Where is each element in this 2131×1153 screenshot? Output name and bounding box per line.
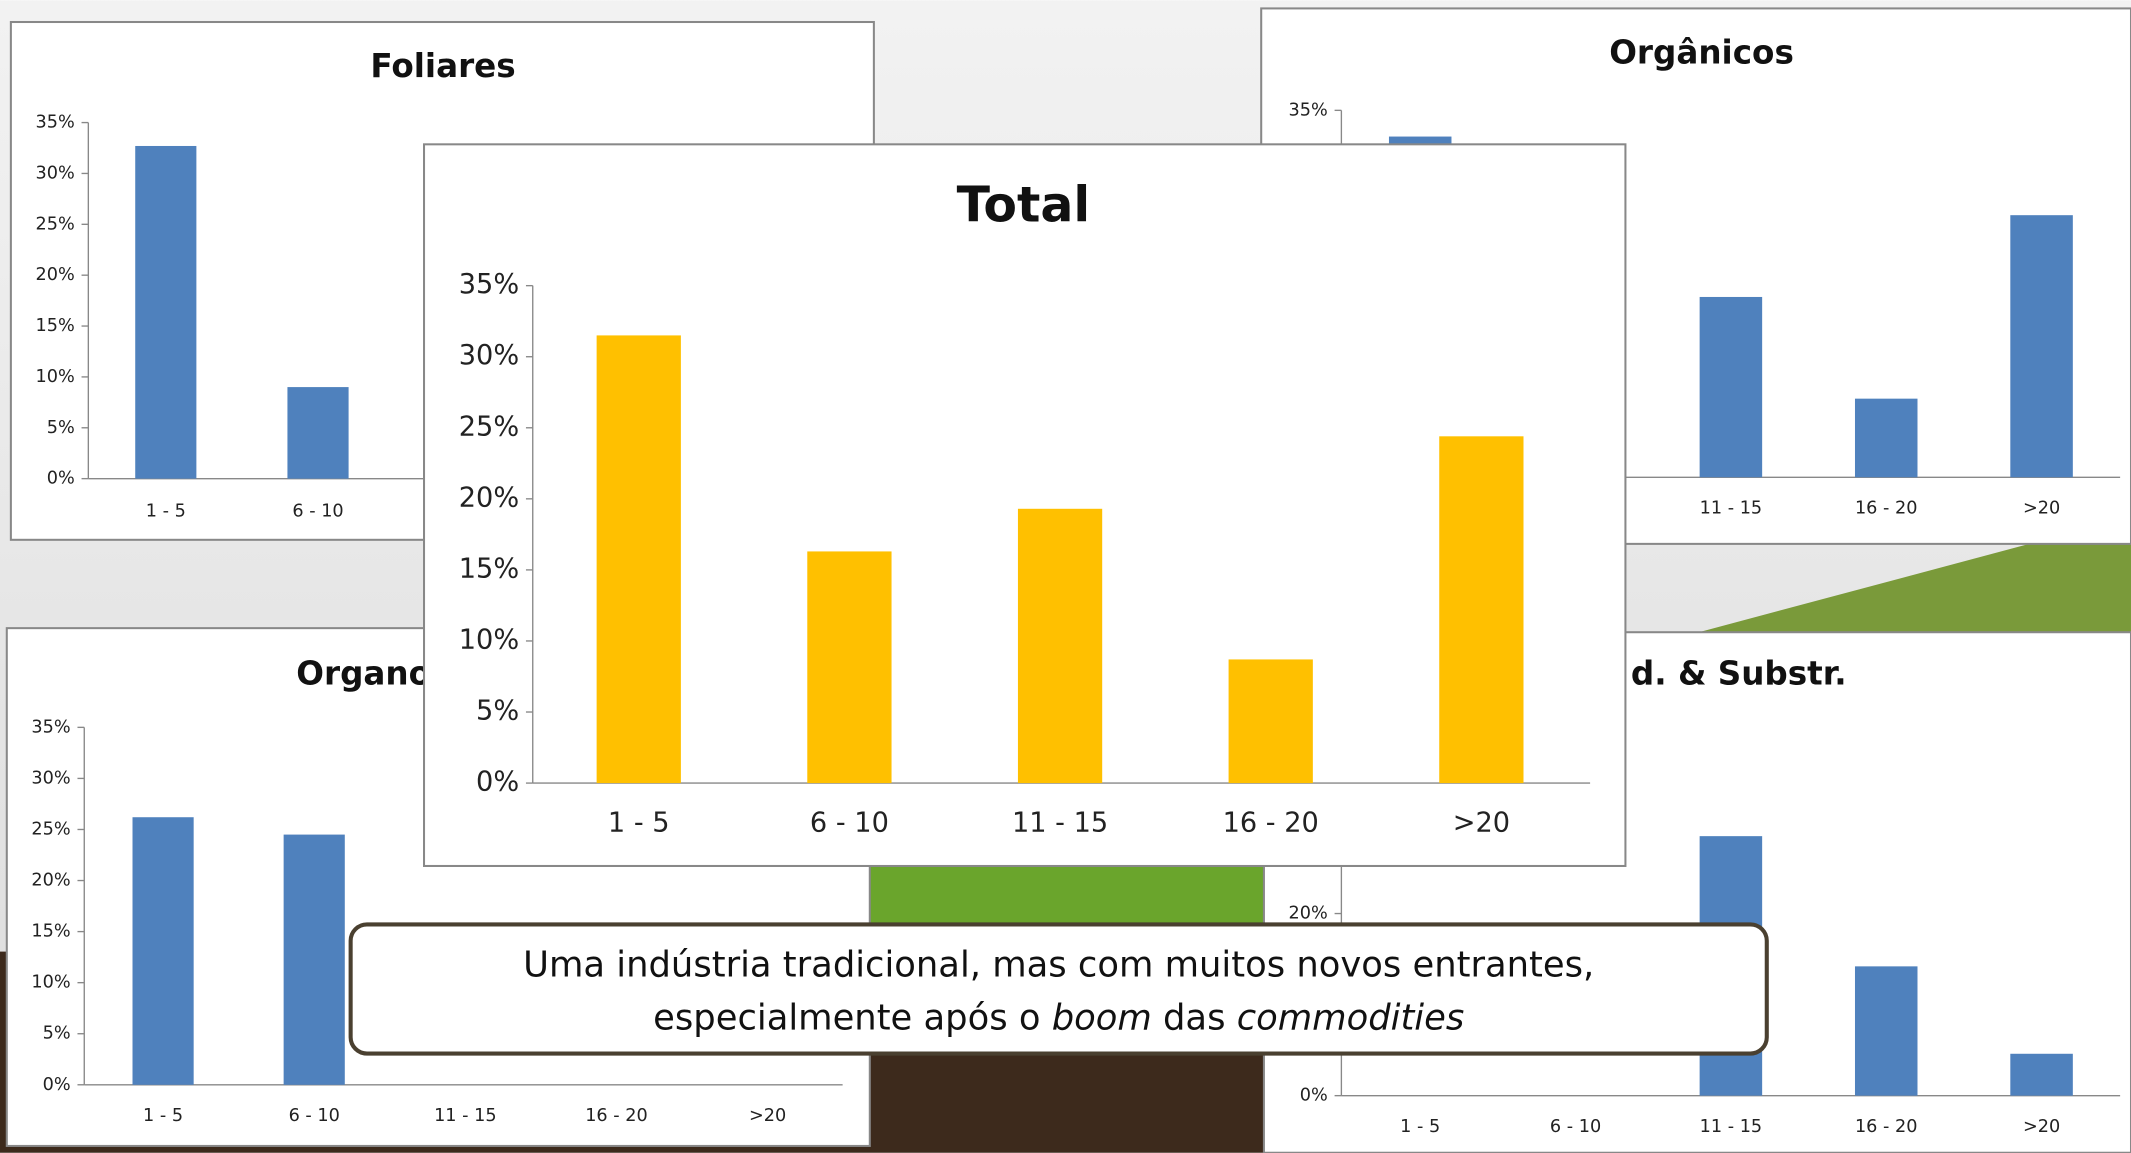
callout-line: Uma indústria tradicional, mas com muito…: [523, 945, 1594, 986]
bar: [1228, 659, 1313, 784]
x-tick-label: 6 - 10: [1550, 1117, 1601, 1137]
bar: [1439, 436, 1524, 784]
y-tick-label: 20%: [459, 482, 519, 513]
y-tick-label: 25%: [459, 411, 519, 442]
x-tick-label: 6 - 10: [292, 501, 343, 521]
bar: [1699, 296, 1763, 478]
bar: [1854, 966, 1918, 1096]
y-tick-label: 30%: [31, 768, 70, 788]
callout: Uma indústria tradicional, mas com muito…: [348, 922, 1769, 1056]
bar: [2010, 215, 2073, 478]
x-tick-label: 6 - 10: [289, 1106, 340, 1126]
y-tick-label: 20%: [35, 265, 74, 285]
chart-title: Organo: [296, 655, 431, 693]
y-tick-label: 0%: [476, 767, 519, 798]
y-tick-label: 15%: [31, 922, 70, 942]
callout-text: boom: [1052, 998, 1152, 1039]
x-tick-label: 1 - 5: [608, 807, 670, 838]
chart-title: Total: [957, 177, 1091, 234]
y-tick-label: 0%: [1300, 1086, 1328, 1106]
x-tick-label: 11 - 15: [1700, 499, 1763, 519]
x-tick-label: 6 - 10: [810, 807, 889, 838]
y-tick-label: 0%: [47, 469, 75, 489]
leaf: [1698, 516, 2131, 633]
y-tick-label: 5%: [43, 1024, 71, 1044]
y-tick-label: 35%: [35, 113, 74, 133]
callout-text: especialmente após o: [653, 998, 1052, 1039]
y-tick-label: 35%: [1289, 100, 1328, 120]
x-tick-label: 11 - 15: [434, 1106, 497, 1126]
y-tick-label: 5%: [476, 696, 519, 727]
x-tick-label: 1 - 5: [1400, 1117, 1440, 1137]
x-tick-label: 16 - 20: [1223, 807, 1319, 838]
bar: [135, 145, 197, 479]
y-tick-label: 0%: [43, 1075, 71, 1095]
chart-title: Orgânicos: [1609, 34, 1794, 72]
y-tick-label: 20%: [1289, 904, 1328, 924]
y-tick-label: 10%: [31, 973, 70, 993]
callout-box: [348, 922, 1769, 1056]
y-tick-label: 5%: [47, 418, 75, 438]
bar: [132, 817, 194, 1085]
y-tick-label: 15%: [459, 553, 519, 584]
chart: Total 0% 5% 10% 15% 20% 25% 30% 35% 1 - 5 6 - 10 11…: [423, 143, 1627, 867]
y-tick-label: 30%: [459, 340, 519, 371]
callout-text: das: [1152, 998, 1237, 1039]
x-tick-label: 11 - 15: [1700, 1117, 1763, 1137]
x-tick-label: 16 - 20: [585, 1106, 648, 1126]
callout-text: commodities: [1237, 998, 1465, 1039]
x-tick-label: 16 - 20: [1855, 499, 1918, 519]
y-tick-label: 25%: [31, 819, 70, 839]
bar: [1017, 508, 1103, 784]
charts: Foliares 0% 5% 10% 15% 20% 25% 30% 35% 1 - 5 6 - 1…: [5, 7, 2131, 1153]
x-tick-label: >20: [2023, 499, 2060, 519]
bar: [807, 551, 892, 784]
bar: [1854, 398, 1918, 478]
x-tick-label: 1 - 5: [146, 501, 186, 521]
bar: [287, 387, 349, 479]
x-tick-label: 1 - 5: [143, 1106, 183, 1126]
x-tick-label: >20: [1453, 807, 1510, 838]
bar: [596, 335, 681, 784]
x-tick-label: 11 - 15: [1012, 807, 1108, 838]
callout-line: especialmente após o boom das commoditie…: [653, 998, 1464, 1039]
y-tick-label: 20%: [31, 871, 70, 891]
x-tick-label: >20: [749, 1106, 786, 1126]
y-tick-label: 35%: [31, 717, 70, 737]
y-tick-label: 30%: [35, 163, 74, 183]
y-tick-label: 35%: [459, 269, 519, 300]
y-tick-label: 25%: [35, 214, 74, 234]
y-tick-label: 10%: [459, 624, 519, 655]
y-tick-label: 15%: [35, 316, 74, 336]
x-tick-label: 16 - 20: [1855, 1117, 1918, 1137]
chart-title: Foliares: [370, 47, 515, 85]
y-tick-label: 10%: [35, 367, 74, 387]
chart-title: d. & Substr.: [1631, 655, 1847, 693]
bar: [2010, 1053, 2073, 1096]
bar: [283, 834, 345, 1085]
x-tick-label: >20: [2023, 1117, 2060, 1137]
